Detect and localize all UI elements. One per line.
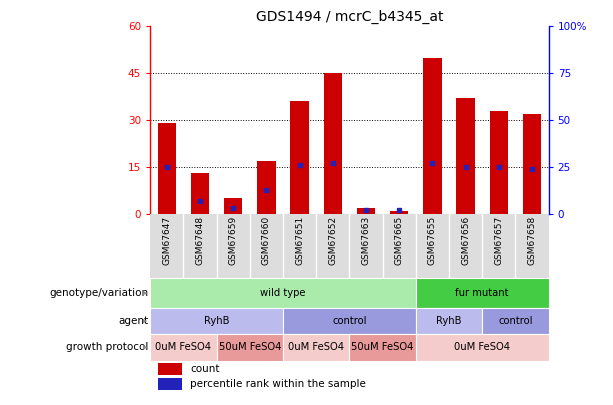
- Bar: [216, 334, 283, 360]
- Text: percentile rank within the sample: percentile rank within the sample: [190, 379, 366, 389]
- Text: fur mutant: fur mutant: [455, 288, 509, 298]
- Bar: [291, 101, 309, 214]
- Bar: [490, 111, 508, 214]
- Text: 0uM FeSO4: 0uM FeSO4: [155, 342, 211, 352]
- Text: GSM67647: GSM67647: [162, 216, 171, 265]
- Text: GSM67663: GSM67663: [362, 216, 370, 265]
- Bar: [482, 308, 549, 334]
- Text: wild type: wild type: [261, 288, 306, 298]
- Text: GSM67652: GSM67652: [329, 216, 337, 265]
- Bar: [457, 98, 474, 214]
- Text: agent: agent: [118, 316, 148, 326]
- Text: GSM67659: GSM67659: [229, 216, 238, 265]
- Bar: [283, 334, 349, 360]
- Bar: [191, 173, 209, 214]
- Bar: [390, 211, 408, 214]
- Bar: [324, 73, 342, 214]
- Text: RyhB: RyhB: [204, 316, 229, 326]
- Text: GSM67665: GSM67665: [395, 216, 404, 265]
- Bar: [150, 308, 283, 334]
- Bar: [424, 58, 441, 214]
- Text: growth protocol: growth protocol: [66, 342, 148, 352]
- Bar: [150, 279, 416, 308]
- Bar: [158, 363, 182, 375]
- Bar: [150, 334, 216, 360]
- Text: GSM67657: GSM67657: [494, 216, 503, 265]
- Text: 0uM FeSO4: 0uM FeSO4: [454, 342, 510, 352]
- Bar: [158, 123, 176, 214]
- Bar: [257, 161, 275, 214]
- Bar: [283, 308, 416, 334]
- Bar: [349, 334, 416, 360]
- Bar: [158, 378, 182, 390]
- Text: 0uM FeSO4: 0uM FeSO4: [288, 342, 345, 352]
- Text: control: control: [332, 316, 367, 326]
- Text: 50uM FeSO4: 50uM FeSO4: [219, 342, 281, 352]
- Text: GSM67658: GSM67658: [528, 216, 536, 265]
- Bar: [416, 334, 549, 360]
- Text: GSM67655: GSM67655: [428, 216, 437, 265]
- Text: RyhB: RyhB: [436, 316, 462, 326]
- Text: GSM67651: GSM67651: [295, 216, 304, 265]
- Bar: [416, 279, 549, 308]
- Bar: [224, 198, 242, 214]
- Text: count: count: [190, 364, 219, 374]
- Text: control: control: [498, 316, 533, 326]
- Title: GDS1494 / mcrC_b4345_at: GDS1494 / mcrC_b4345_at: [256, 10, 443, 24]
- Text: GSM67648: GSM67648: [196, 216, 205, 265]
- Bar: [357, 208, 375, 214]
- Text: GSM67660: GSM67660: [262, 216, 271, 265]
- Bar: [416, 308, 482, 334]
- Text: GSM67656: GSM67656: [461, 216, 470, 265]
- Text: genotype/variation: genotype/variation: [50, 288, 148, 298]
- Bar: [523, 114, 541, 214]
- Text: 50uM FeSO4: 50uM FeSO4: [351, 342, 414, 352]
